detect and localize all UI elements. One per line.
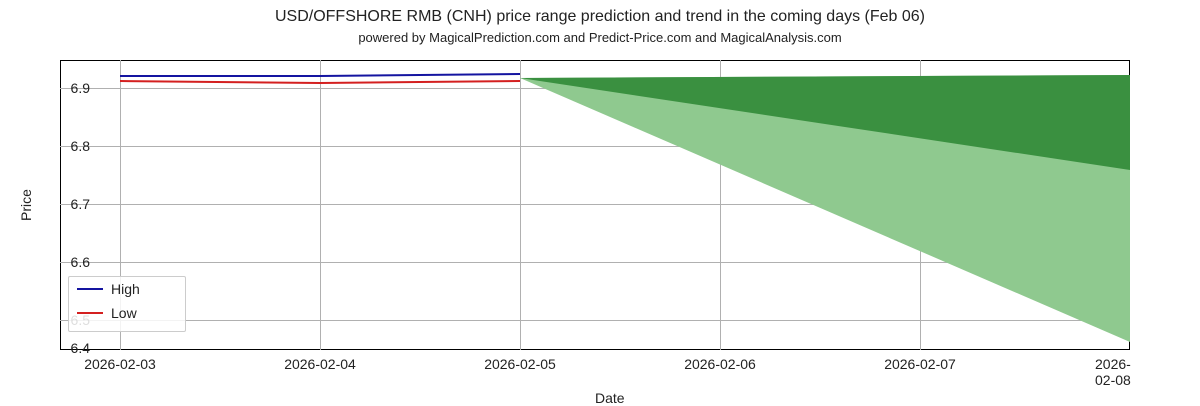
x-axis-title: Date [595,390,625,406]
legend-line-high [77,288,103,291]
xtick-2026-02-07: 2026-02-07 [884,356,956,372]
chart-subtitle: powered by MagicalPrediction.com and Pre… [0,30,1200,45]
chart-container: USD/OFFSHORE RMB (CNH) price range predi… [0,0,1200,400]
chart-svg [60,60,1130,350]
legend-label-low: Low [111,305,137,321]
y-axis-title: Price [18,189,34,221]
legend-box[interactable]: High Low [68,276,186,332]
legend-label-high: High [111,281,140,297]
xtick-2026-02-08: 2026-02-08 [1095,356,1145,388]
xtick-2026-02-05: 2026-02-05 [484,356,556,372]
high-line-series [120,74,520,76]
xtick-2026-02-06: 2026-02-06 [684,356,756,372]
chart-title: USD/OFFSHORE RMB (CNH) price range predi… [0,8,1200,26]
xtick-2026-02-03: 2026-02-03 [84,356,156,372]
plot-area: MagicalAnalysis.com MagicalPrediction.co… [60,60,1170,350]
legend-line-low [77,312,103,315]
legend-item-high[interactable]: High [69,277,185,301]
low-line-series [120,81,520,83]
legend-item-low[interactable]: Low [69,301,185,325]
titles-block: USD/OFFSHORE RMB (CNH) price range predi… [0,0,1200,45]
xtick-2026-02-04: 2026-02-04 [284,356,356,372]
